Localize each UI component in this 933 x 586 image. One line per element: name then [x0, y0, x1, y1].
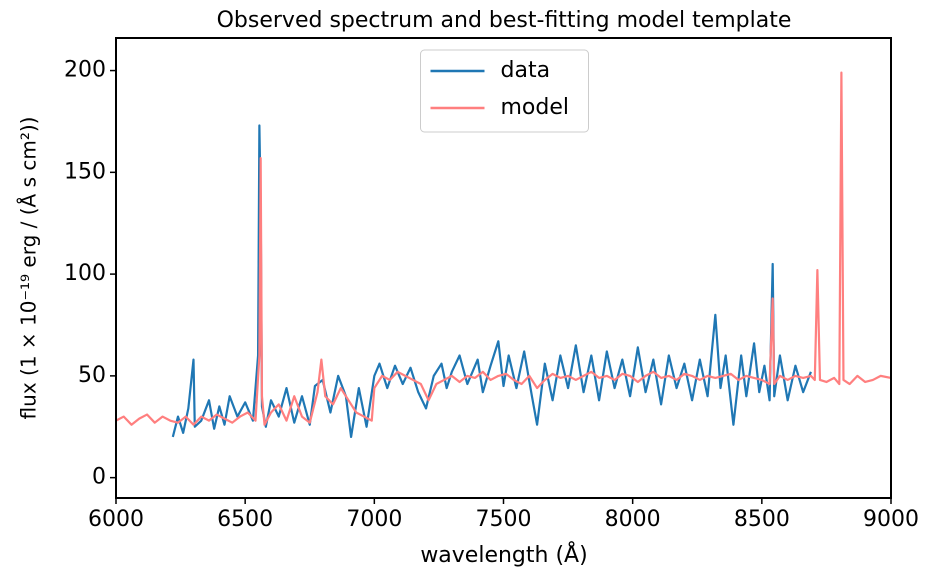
y-tick-label: 50 — [78, 363, 106, 388]
x-tick-label: 6500 — [217, 507, 273, 532]
y-tick-label: 150 — [64, 159, 106, 184]
series-line — [115, 71, 892, 426]
x-tick-label: 8000 — [605, 507, 661, 532]
x-tick-label: 6000 — [88, 507, 144, 532]
x-axis-label: wavelength (Å) — [420, 541, 587, 568]
x-tick-label: 8500 — [734, 507, 790, 532]
y-axis-label: flux (1 × 10⁻¹⁹ erg / (Å s cm²)) — [17, 117, 41, 420]
y-tick-label: 0 — [92, 465, 106, 490]
series-line — [171, 124, 812, 439]
chart-title: Observed spectrum and best-fitting model… — [217, 8, 792, 33]
y-tick-label: 200 — [64, 58, 106, 83]
x-tick-label: 9000 — [863, 507, 919, 532]
x-tick-label: 7500 — [476, 507, 532, 532]
x-tick-label: 7000 — [346, 507, 402, 532]
y-tick-label: 100 — [64, 261, 106, 286]
legend-label: model — [501, 95, 570, 120]
legend-label: data — [501, 58, 551, 83]
plot-frame — [115, 37, 892, 499]
